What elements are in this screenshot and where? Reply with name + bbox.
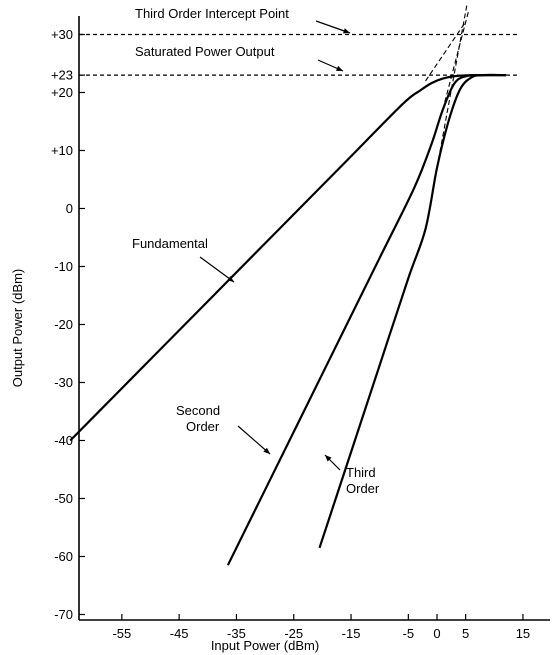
reference-lines: Third Order Intercept Point Saturated Pow… xyxy=(79,6,518,76)
reference-line-label: Third Order Intercept Point xyxy=(135,6,289,21)
y-tick-label: -60 xyxy=(54,549,73,564)
x-axis-label: Input Power (dBm) xyxy=(211,638,319,653)
tick-marks: +30+23+20+100-10-20-30-40-50-60-70-55 -45… xyxy=(51,27,530,641)
series-annotation: Third Order xyxy=(346,465,380,496)
y-tick-label: -50 xyxy=(54,491,73,506)
extrapolation-lines xyxy=(425,5,470,168)
series-annotation: Fundamental xyxy=(132,236,208,251)
x-tick-label: 15 xyxy=(516,626,530,641)
y-tick-label: 0 xyxy=(66,201,73,216)
reference-arrowhead xyxy=(336,65,343,71)
y-tick-label: -40 xyxy=(54,433,73,448)
reference-line-label: Saturated Power Output xyxy=(135,44,275,59)
annotation-arrowhead xyxy=(263,447,270,454)
x-tick-label: 0 xyxy=(433,626,440,641)
annotation-arrow xyxy=(237,425,271,455)
x-tick-label: -45 xyxy=(170,626,189,641)
reference-arrowhead xyxy=(343,28,350,34)
x-tick-label: -15 xyxy=(342,626,361,641)
x-tick-label: -35 xyxy=(227,626,246,641)
y-tick-label: +20 xyxy=(51,85,73,100)
x-tick-label: 5 xyxy=(462,626,469,641)
y-tick-label: -70 xyxy=(54,607,73,622)
y-axis-label: Output Power (dBm) xyxy=(10,269,25,388)
y-tick-label: +10 xyxy=(51,143,73,158)
annotations: Fundamental Second Order Third Order xyxy=(132,236,380,496)
second-order-curve xyxy=(226,73,506,566)
y-tick-label: -20 xyxy=(54,317,73,332)
third-order-curve xyxy=(318,73,506,549)
y-tick-label: -10 xyxy=(54,259,73,274)
chart-axes xyxy=(78,16,550,621)
x-tick-label: -25 xyxy=(284,626,303,641)
extrapolation-line xyxy=(442,11,470,111)
series-group xyxy=(69,73,506,566)
annotation-arrowhead xyxy=(325,455,332,462)
annotation-arrow xyxy=(199,256,235,283)
y-tick-label: +30 xyxy=(51,27,73,42)
extrapolation-line xyxy=(436,5,468,168)
annotation-arrowhead xyxy=(227,275,234,282)
x-tick-label: -5 xyxy=(403,626,415,641)
series-annotation: Second Order xyxy=(176,403,220,434)
y-tick-label: +23 xyxy=(51,68,73,83)
y-tick-label: -30 xyxy=(54,375,73,390)
extrapolation-line xyxy=(425,21,467,82)
fundamental-curve xyxy=(69,73,506,442)
x-tick-label: -55 xyxy=(112,626,131,641)
